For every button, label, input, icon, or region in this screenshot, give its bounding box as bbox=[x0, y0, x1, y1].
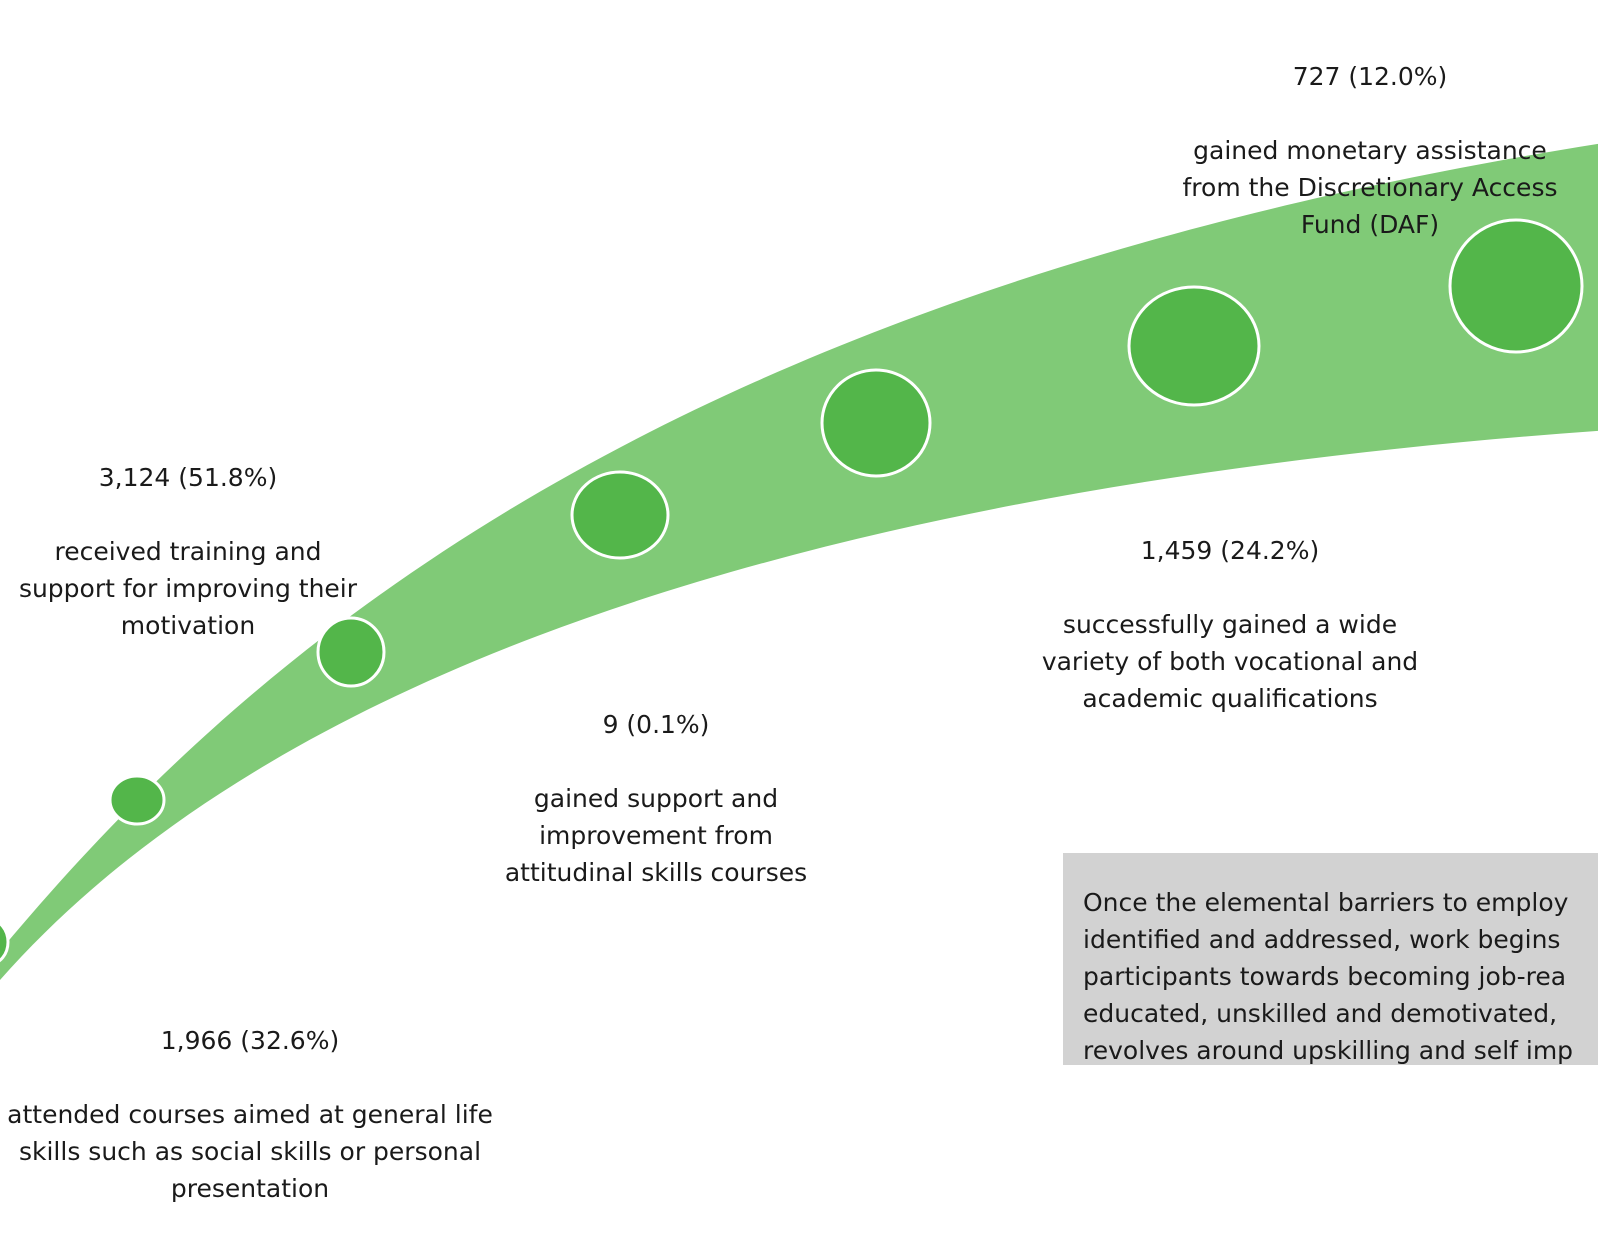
milestone-label-life-skills: 1,966 (32.6%) attended courses aimed at … bbox=[0, 985, 500, 1244]
milestone-node-2 bbox=[316, 616, 386, 688]
milestone-stat: 9 (0.1%) bbox=[602, 710, 710, 739]
milestone-node-5 bbox=[1127, 285, 1261, 407]
milestone-description: gained support and improvement from atti… bbox=[504, 784, 808, 887]
milestone-description: successfully gained a wide variety of bo… bbox=[1041, 610, 1419, 713]
milestone-description: gained monetary assistance from the Disc… bbox=[1182, 136, 1558, 239]
milestone-node-1 bbox=[108, 774, 166, 826]
info-callout-text: Once the elemental barriers to employ id… bbox=[1083, 888, 1574, 1065]
milestone-label-motivation: 3,124 (51.8%) received training and supp… bbox=[10, 422, 366, 681]
milestone-node-4 bbox=[820, 368, 932, 478]
milestone-label-qualifications: 1,459 (24.2%) successfully gained a wide… bbox=[1030, 495, 1430, 754]
progress-path-diagram bbox=[0, 143, 1598, 980]
milestone-stat: 727 (12.0%) bbox=[1292, 62, 1448, 91]
milestone-node-6 bbox=[1448, 218, 1584, 354]
info-callout-box: Once the elemental barriers to employ id… bbox=[1063, 853, 1598, 1065]
milestone-description: received training and support for improv… bbox=[18, 537, 358, 640]
milestone-node-0 bbox=[0, 921, 10, 963]
milestone-label-attitudinal-skills: 9 (0.1%) gained support and improvement … bbox=[496, 669, 816, 928]
milestone-node-3 bbox=[570, 470, 670, 560]
milestone-description: attended courses aimed at general life s… bbox=[7, 1100, 493, 1203]
milestone-stat: 1,966 (32.6%) bbox=[160, 1026, 340, 1055]
milestone-stat: 1,459 (24.2%) bbox=[1140, 536, 1320, 565]
milestone-label-daf-assistance: 727 (12.0%) gained monetary assistance f… bbox=[1170, 21, 1570, 280]
milestone-stat: 3,124 (51.8%) bbox=[98, 463, 278, 492]
